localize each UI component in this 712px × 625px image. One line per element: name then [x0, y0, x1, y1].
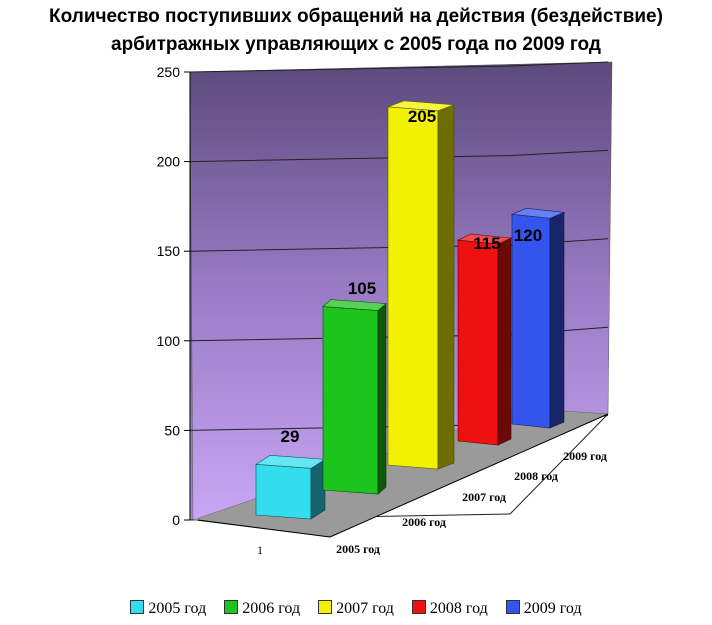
legend-label-2005: 2005 год	[148, 600, 207, 617]
data-label-2007 год: 205	[408, 107, 436, 126]
bar-top-2006 год	[322, 299, 387, 311]
legend-swatch-2005	[130, 600, 145, 614]
bar-top-2007 год	[387, 100, 455, 112]
bar-side-2009 год	[549, 211, 565, 429]
data-label-2005 год: 29	[281, 427, 300, 446]
y-tick-label: 200	[157, 154, 181, 170]
chart-subtitle: арбитражных управляющих с 2005 года по 2…	[111, 34, 601, 55]
bar-front-2005 год	[255, 464, 312, 520]
legend-item-2006: 2006 год	[224, 600, 300, 618]
bar-front-2007 год	[387, 106, 439, 470]
depth-label-2005 год: 2005 год	[336, 542, 380, 556]
bar-side-2007 год	[437, 104, 455, 470]
bar-top-2009 год	[510, 208, 566, 219]
category-label: 1	[257, 543, 263, 557]
legend-swatch-2009	[505, 600, 520, 614]
legend-swatch-2006	[224, 600, 239, 614]
depth-axis-line	[329, 413, 609, 538]
depth-label-2006 год: 2006 год	[402, 515, 446, 529]
bar-front-2006 год	[322, 306, 379, 495]
chart-title: Количество поступивших обращений на дейс…	[49, 6, 663, 27]
legend-item-2005: 2005 год	[130, 600, 206, 618]
gridline	[189, 61, 609, 73]
data-label-2006 год: 105	[348, 279, 376, 298]
bar-side-2006 год	[377, 302, 387, 495]
legend-swatch-2007	[318, 600, 333, 614]
bar-front-2009 год	[511, 214, 551, 429]
depth-label-2008 год: 2008 год	[514, 469, 558, 483]
y-tick-label: 150	[157, 243, 181, 259]
legend-label-2007: 2007 год	[336, 600, 394, 617]
data-label-2008 год: 115	[473, 234, 500, 253]
legend: 2005 год 2006 год 2007 год 2008 год 2009…	[0, 600, 712, 618]
legend-item-2008: 2008 год	[411, 600, 488, 618]
depth-label-2007 год: 2007 год	[462, 490, 506, 504]
legend-label-2006: 2006 год	[242, 600, 301, 617]
bar-top-2008 год	[456, 233, 513, 245]
legend-label-2009: 2009 год	[523, 600, 582, 617]
legend-label-2008: 2008 год	[429, 600, 488, 617]
bar-side-2008 год	[497, 237, 512, 446]
y-tick-label: 100	[157, 333, 181, 349]
data-label-2009 год: 120	[514, 226, 542, 245]
gridline	[189, 149, 609, 163]
y-tick-label: 50	[164, 422, 180, 438]
legend-item-2007: 2007 год	[318, 600, 394, 618]
depth-label-2009 год: 2009 год	[563, 449, 607, 463]
x-axis-line	[197, 519, 331, 538]
bar-front-2008 год	[457, 239, 499, 446]
y-tick-label: 250	[157, 64, 181, 80]
y-tick-label: 0	[172, 512, 180, 528]
legend-item-2009: 2009 год	[505, 600, 582, 618]
legend-swatch-2008	[411, 600, 426, 614]
